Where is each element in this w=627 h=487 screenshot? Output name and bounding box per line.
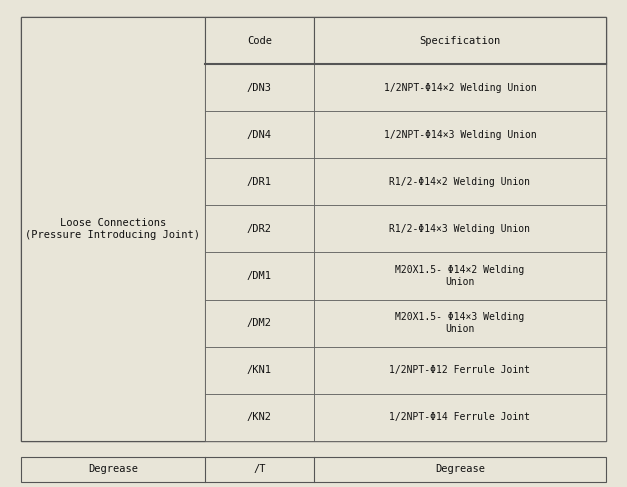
Text: Code: Code [247,36,272,46]
Text: 1/2NPT-Φ14×3 Welding Union: 1/2NPT-Φ14×3 Welding Union [384,130,536,140]
Text: /DN4: /DN4 [247,130,272,140]
Bar [205,300,314,347]
Text: /DR1: /DR1 [247,177,272,187]
Text: /T: /T [253,465,266,474]
Bar [314,300,606,347]
Text: 1/2NPT-Φ14 Ferrule Joint: 1/2NPT-Φ14 Ferrule Joint [389,412,530,422]
Bar [205,158,314,206]
Text: /KN2: /KN2 [247,412,272,422]
Text: /DN3: /DN3 [247,83,272,93]
Bar [314,17,606,64]
Bar [21,17,205,441]
Text: M20X1.5- Φ14×2 Welding
Union: M20X1.5- Φ14×2 Welding Union [395,265,525,287]
Text: M20X1.5- Φ14×3 Welding
Union: M20X1.5- Φ14×3 Welding Union [395,312,525,334]
Bar [314,158,606,206]
Text: Specification: Specification [419,36,500,46]
Bar [314,111,606,158]
Bar [205,206,314,252]
Text: R1/2-Φ14×3 Welding Union: R1/2-Φ14×3 Welding Union [389,224,530,234]
Text: /DM2: /DM2 [247,318,272,328]
Bar [205,347,314,393]
Text: R1/2-Φ14×2 Welding Union: R1/2-Φ14×2 Welding Union [389,177,530,187]
Bar [314,252,606,300]
Text: 1/2NPT-Φ12 Ferrule Joint: 1/2NPT-Φ12 Ferrule Joint [389,365,530,375]
Text: Degrease: Degrease [88,465,138,474]
Bar [21,17,606,441]
Text: /KN1: /KN1 [247,365,272,375]
Bar [205,111,314,158]
Text: /DR2: /DR2 [247,224,272,234]
Bar [21,457,606,482]
Text: /DM1: /DM1 [247,271,272,281]
Text: 1/2NPT-Φ14×2 Welding Union: 1/2NPT-Φ14×2 Welding Union [384,83,536,93]
Text: Degrease: Degrease [435,465,485,474]
Bar [314,64,606,111]
Bar [314,393,606,441]
Bar [205,393,314,441]
Bar [205,64,314,111]
Bar [314,347,606,393]
Bar [205,252,314,300]
Text: Loose Connections
(Pressure Introducing Joint): Loose Connections (Pressure Introducing … [26,218,201,240]
Bar [314,206,606,252]
Bar [205,17,314,64]
